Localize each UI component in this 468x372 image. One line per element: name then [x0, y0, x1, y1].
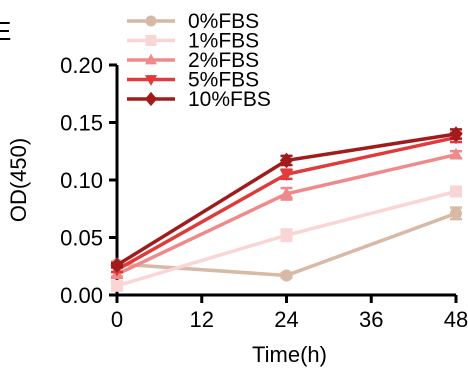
data-point [449, 126, 463, 142]
legend-item: 2%FBS [127, 49, 259, 72]
data-point [110, 257, 124, 273]
legend-label: 0%FBS [188, 10, 259, 33]
data-point [279, 186, 294, 199]
legend-label: 10%FBS [188, 88, 271, 111]
legend-label: 5%FBS [188, 69, 259, 92]
data-point [144, 91, 158, 107]
data-point [145, 15, 157, 27]
legend-item: 0%FBS [127, 10, 259, 33]
x-tick-label: 0 [111, 307, 123, 332]
legend-item: 10%FBS [127, 88, 271, 111]
y-axis-title: OD(450) [6, 138, 31, 222]
data-point [144, 75, 158, 86]
data-point [279, 152, 294, 169]
data-point [449, 147, 463, 160]
series-10pct-fbs [110, 126, 463, 273]
x-axis-title: Time(h) [252, 342, 327, 367]
x-tick-label: 24 [274, 307, 298, 332]
data-point [280, 269, 293, 282]
data-point [144, 53, 158, 65]
series-line [116, 211, 457, 278]
legend-label: 2%FBS [188, 49, 259, 72]
axes: 0.00 0.05 0.10 0.15 0.20 0 12 24 36 48 [60, 53, 468, 332]
data-point [145, 35, 157, 46]
data-point [279, 169, 294, 182]
panel-label: E [0, 16, 11, 46]
series-layer [110, 126, 463, 292]
data-point [450, 185, 462, 198]
y-tick-label: 0.00 [60, 283, 103, 308]
x-tick-label: 48 [444, 307, 468, 332]
x-tick-label: 12 [190, 307, 214, 332]
legend-item: 5%FBS [127, 69, 259, 92]
x-tick-label: 36 [359, 307, 383, 332]
y-tick-label: 0.05 [60, 226, 103, 251]
series-1pct-fbs [111, 185, 462, 292]
y-tick-label: 0.15 [60, 111, 103, 136]
data-point [450, 207, 462, 220]
data-point [111, 279, 123, 292]
y-tick-label: 0.20 [60, 53, 103, 78]
data-point [280, 229, 293, 242]
legend-item: 1%FBS [127, 30, 259, 53]
y-tick-label: 0.10 [60, 168, 103, 193]
legend-label: 1%FBS [188, 30, 259, 53]
